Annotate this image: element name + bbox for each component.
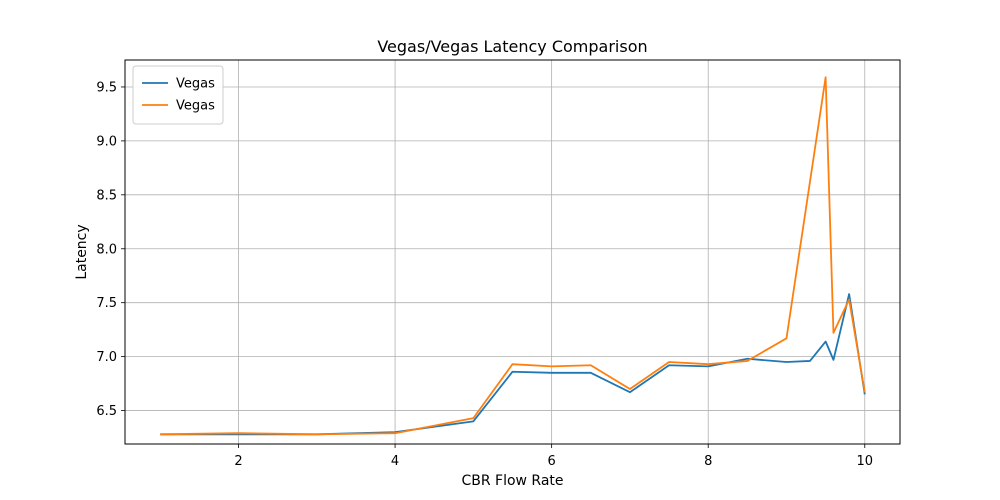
x-tick-label: 10 xyxy=(856,454,873,469)
y-tick-label: 8.5 xyxy=(96,188,117,203)
y-tick-label: 6.5 xyxy=(96,404,117,419)
y-tick-label: 7.0 xyxy=(96,350,117,365)
series-lines xyxy=(160,76,866,436)
legend-box xyxy=(132,65,224,125)
legend: Vegas Vegas xyxy=(132,65,224,125)
y-tick-label: 9.0 xyxy=(96,134,117,149)
chart-title: Vegas/Vegas Latency Comparison xyxy=(377,37,647,56)
y-tick-label: 8.0 xyxy=(96,242,117,257)
y-tick-label: 7.5 xyxy=(96,296,117,311)
x-tick-label: 8 xyxy=(704,454,712,469)
axis-ticks: 2 4 6 8 10 6.5 7.0 7.5 8.0 8.5 9.0 9.5 xyxy=(96,80,873,469)
series-line-2 xyxy=(160,76,866,436)
y-tick-label: 9.5 xyxy=(96,80,117,95)
x-tick-label: 6 xyxy=(548,454,556,469)
x-tick-label: 4 xyxy=(391,454,399,469)
y-axis-label: Latency xyxy=(74,224,90,279)
plot-area-frame xyxy=(124,59,901,445)
legend-label: Vegas xyxy=(176,99,215,114)
x-tick-label: 2 xyxy=(234,454,242,469)
x-axis-label: CBR Flow Rate xyxy=(461,473,563,489)
legend-label: Vegas xyxy=(176,77,215,92)
grid-lines xyxy=(125,60,900,444)
